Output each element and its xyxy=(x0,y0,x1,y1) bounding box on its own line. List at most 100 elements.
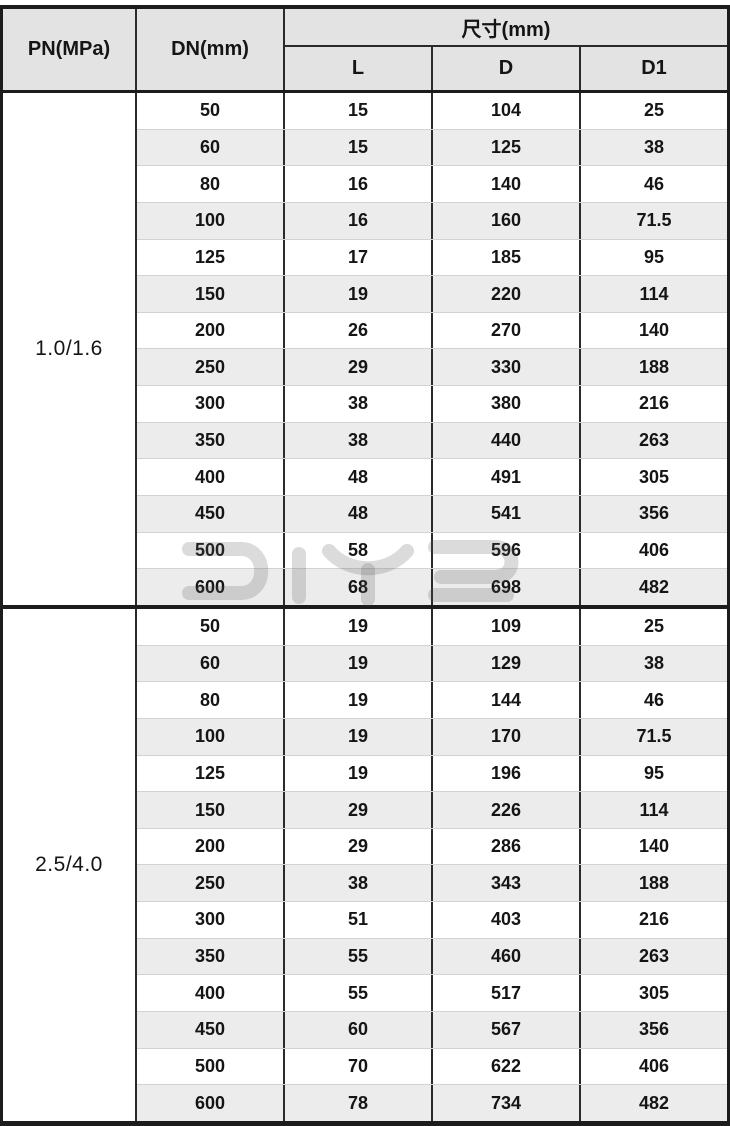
d-cell: 286 xyxy=(433,828,581,865)
d1-cell: 305 xyxy=(638,982,670,1003)
dn-cell: 200 xyxy=(137,312,285,349)
table-row: 250 38 343 188 xyxy=(137,864,727,902)
d-cell: 220 xyxy=(433,276,581,312)
l-cell: 60 xyxy=(285,1012,433,1048)
dn-cell: 150 xyxy=(137,276,285,312)
header-pn: PN(MPa) xyxy=(3,9,137,90)
dn-cell: 100 xyxy=(137,718,285,755)
table-row: 300 51 403 216 xyxy=(137,901,727,938)
l-cell: 38 xyxy=(285,422,433,459)
dn-cell: 400 xyxy=(137,975,285,1012)
d1-cell: 263 xyxy=(638,946,670,967)
d1-cell: 263 xyxy=(638,430,670,451)
l-cell: 19 xyxy=(285,609,433,645)
table-row: 125 17 185 95 xyxy=(137,238,727,276)
d1-cell: 140 xyxy=(638,320,670,341)
dn-cell: 500 xyxy=(137,1048,285,1085)
d-cell: 734 xyxy=(433,1085,581,1121)
d-cell: 698 xyxy=(433,569,581,605)
d1-cell: 95 xyxy=(643,762,665,783)
d-cell: 343 xyxy=(433,865,581,902)
table-row: 125 19 196 95 xyxy=(137,754,727,792)
d-cell: 567 xyxy=(433,1012,581,1048)
d-cell: 125 xyxy=(433,129,581,166)
table-row: 200 26 270 140 xyxy=(137,311,727,349)
d1-cell: 46 xyxy=(643,173,665,194)
table-row: 450 60 567 356 xyxy=(137,1011,727,1048)
dn-cell: 450 xyxy=(137,496,285,532)
dn-cell: 125 xyxy=(137,755,285,792)
dn-cell: 250 xyxy=(137,865,285,902)
d-cell: 380 xyxy=(433,386,581,422)
d1-cell: 71.5 xyxy=(636,726,672,747)
table-row: 80 16 140 46 xyxy=(137,165,727,202)
header-size-label: 尺寸(mm) xyxy=(285,9,727,47)
dn-cell: 350 xyxy=(137,422,285,459)
l-cell: 19 xyxy=(285,682,433,718)
l-cell: 17 xyxy=(285,239,433,276)
d1-cell: 140 xyxy=(638,836,670,857)
d-cell: 460 xyxy=(433,938,581,975)
table-row: 350 55 460 263 xyxy=(137,937,727,975)
dn-cell: 150 xyxy=(137,792,285,828)
l-cell: 19 xyxy=(285,755,433,792)
l-cell: 68 xyxy=(285,569,433,605)
dimension-spec-table: PN(MPa) DN(mm) 尺寸(mm) L D D1 1.0/1.6 50 15… xyxy=(0,5,730,1126)
d-cell: 140 xyxy=(433,166,581,202)
dn-cell: 600 xyxy=(137,1085,285,1121)
table-row: 150 19 220 114 xyxy=(137,275,727,312)
d-cell: 144 xyxy=(433,682,581,718)
d-cell: 270 xyxy=(433,312,581,349)
dn-cell: 50 xyxy=(137,609,285,645)
d1-cell: 406 xyxy=(638,540,670,560)
dn-cell: 60 xyxy=(137,645,285,682)
table-row: 60 19 129 38 xyxy=(137,644,727,682)
dn-cell: 100 xyxy=(137,202,285,239)
l-cell: 70 xyxy=(285,1048,433,1085)
l-cell: 29 xyxy=(285,349,433,386)
group-rows: 50 19 109 25 60 19 129 38 80 19 144 46 100 19 170 71.5 1… xyxy=(137,609,727,1121)
table-row: 200 29 286 140 xyxy=(137,827,727,865)
d1-cell: 305 xyxy=(638,466,670,487)
d1-cell: 25 xyxy=(643,616,665,637)
dn-cell: 300 xyxy=(137,386,285,422)
group-rows: 50 15 104 25 60 15 125 38 80 16 140 46 100 16 160 71.5 1… xyxy=(137,93,727,605)
table-row: 100 16 160 71.5 xyxy=(137,201,727,239)
l-cell: 48 xyxy=(285,459,433,496)
table-row: 150 29 226 114 xyxy=(137,791,727,828)
d1-cell: 216 xyxy=(638,909,670,930)
d-cell: 129 xyxy=(433,645,581,682)
l-cell: 55 xyxy=(285,975,433,1012)
d-cell: 170 xyxy=(433,718,581,755)
table-row: 100 19 170 71.5 xyxy=(137,717,727,755)
d1-cell: 356 xyxy=(638,503,670,524)
table-row: 80 19 144 46 xyxy=(137,681,727,718)
table-row: 450 48 541 356 xyxy=(137,495,727,532)
header-col-d1: D1 xyxy=(641,57,667,79)
d1-cell: 482 xyxy=(638,1092,670,1113)
d1-cell: 71.5 xyxy=(636,210,672,231)
table-row: 500 70 622 406 xyxy=(137,1047,727,1085)
d1-cell: 406 xyxy=(638,1056,670,1076)
pn-group-label: 1.0/1.6 xyxy=(3,93,137,605)
d1-cell: 188 xyxy=(638,356,670,377)
dn-cell: 400 xyxy=(137,459,285,496)
dn-cell: 300 xyxy=(137,902,285,938)
l-cell: 58 xyxy=(285,532,433,569)
header-col-d: D xyxy=(433,47,581,90)
d-cell: 196 xyxy=(433,755,581,792)
table-header: PN(MPa) DN(mm) 尺寸(mm) L D D1 xyxy=(3,9,727,93)
table-row: 250 29 330 188 xyxy=(137,348,727,386)
l-cell: 26 xyxy=(285,312,433,349)
table-row: 50 19 109 25 xyxy=(137,609,727,645)
d1-cell: 38 xyxy=(643,136,665,157)
l-cell: 29 xyxy=(285,792,433,828)
table-row: 300 38 380 216 xyxy=(137,385,727,422)
dn-cell: 250 xyxy=(137,349,285,386)
l-cell: 19 xyxy=(285,276,433,312)
table-row: 400 48 491 305 xyxy=(137,458,727,496)
d1-cell: 38 xyxy=(643,652,665,673)
l-cell: 51 xyxy=(285,902,433,938)
dn-cell: 125 xyxy=(137,239,285,276)
pressure-group-0: 1.0/1.6 50 15 104 25 60 15 125 38 80 16 140 46 100 16 1… xyxy=(3,93,727,605)
